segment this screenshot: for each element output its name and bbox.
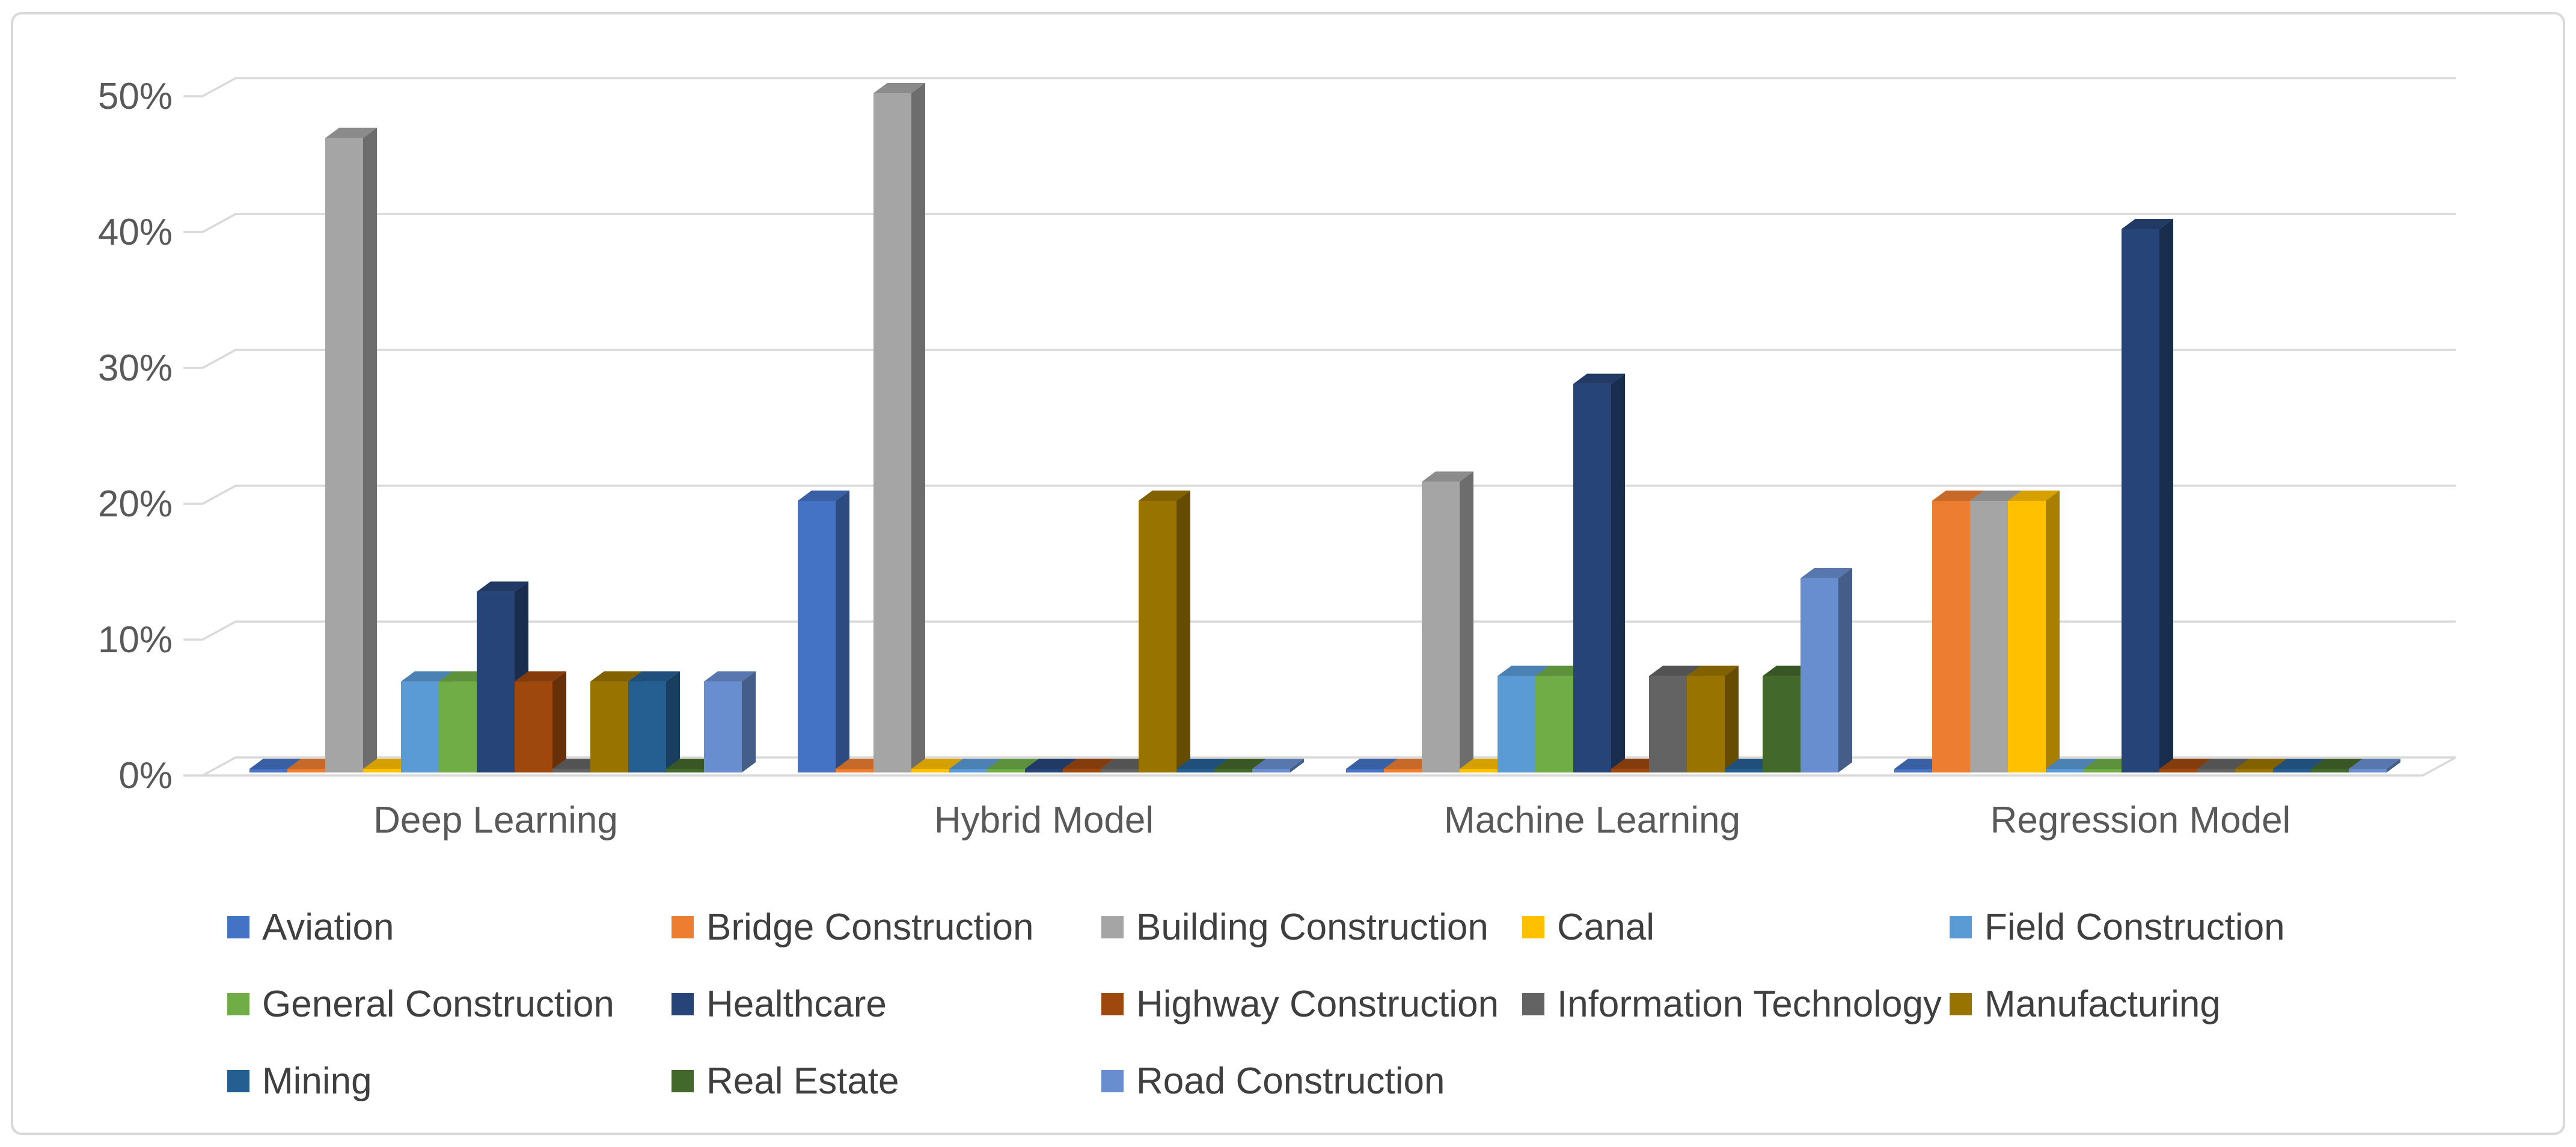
bar-hybrid-model-aviation: [798, 491, 849, 772]
category-label-hybrid-model: Hybrid Model: [934, 800, 1154, 841]
bar-regression-model-canal: [2008, 491, 2060, 772]
bar-hybrid-model-building-construction: [873, 83, 925, 772]
bar-deep-learning-mining: [628, 671, 680, 772]
bar-hybrid-model-road-construction: [1252, 759, 1304, 772]
gridline-30%: [183, 349, 2456, 369]
bar-machine-learning-healthcare: [1573, 373, 1625, 772]
gridline-20%: [183, 485, 2456, 505]
bar-chart-canvas: 0% 10% 20% 30% 40% 50% Deep Learning Hybrid Mod…: [98, 76, 2456, 841]
bar-machine-learning-manufacturing: [1687, 665, 1739, 772]
category-label-deep-learning: Deep Learning: [373, 800, 618, 841]
gridline-0%: [183, 756, 2456, 777]
y-axis-tick-label: 30%: [98, 347, 173, 389]
gridline-40%: [183, 213, 2456, 233]
bar-deep-learning-building-construction: [325, 127, 377, 773]
bar-hybrid-model-manufacturing: [1139, 491, 1190, 772]
y-axis-tick-label: 10%: [98, 619, 173, 661]
baseline: [203, 756, 2456, 777]
bar-machine-learning-building-construction: [1422, 471, 1473, 772]
y-axis-tick-label: 20%: [98, 483, 173, 525]
y-axis-tick-label: 50%: [98, 76, 173, 117]
category-label-machine-learning: Machine Learning: [1444, 800, 1740, 841]
bar-deep-learning-road-construction: [704, 671, 756, 772]
bar-machine-learning-road-construction: [1800, 567, 1852, 772]
gridline-10%: [183, 620, 2456, 641]
bar-regression-model-healthcare: [2122, 219, 2173, 772]
y-axis-tick-label: 0%: [118, 755, 173, 797]
y-axis-tick-label: 40%: [98, 212, 173, 253]
bar-deep-learning-highway-construction: [515, 671, 566, 772]
bar-regression-model-road-construction: [2349, 759, 2400, 772]
gridline-50%: [183, 77, 2456, 97]
category-label-regression-model: Regression Model: [1990, 800, 2291, 841]
